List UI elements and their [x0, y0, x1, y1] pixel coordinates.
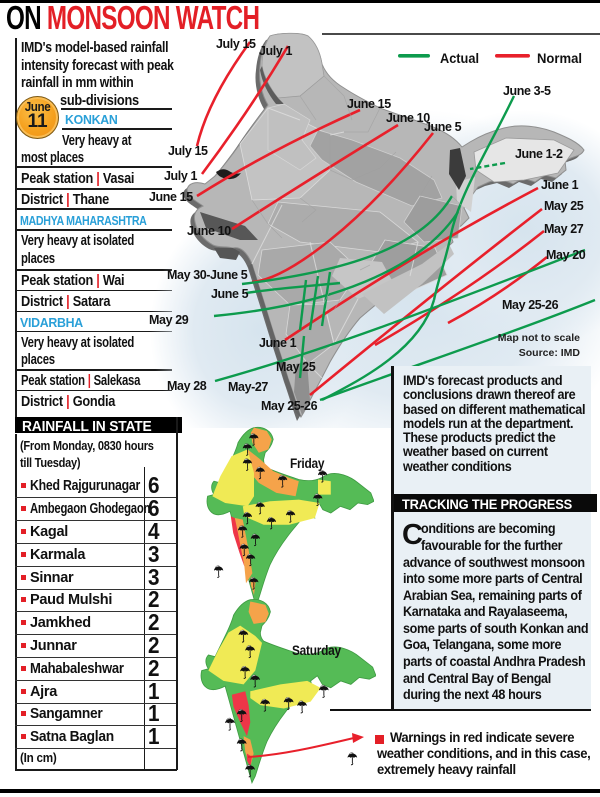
- svg-text:Actual: Actual: [440, 51, 479, 66]
- svg-text:June 1: June 1: [541, 178, 579, 192]
- svg-text:May 25-26: May 25-26: [261, 399, 318, 413]
- svg-text:July 15: July 15: [216, 37, 256, 51]
- svg-text:June 3-5: June 3-5: [503, 84, 551, 98]
- svg-text:June 1-2: June 1-2: [515, 147, 563, 161]
- svg-text:May 27: May 27: [544, 222, 584, 236]
- svg-text:May 25: May 25: [276, 360, 316, 374]
- svg-text:June 5: June 5: [424, 120, 462, 134]
- svg-text:July 1: July 1: [259, 44, 292, 58]
- svg-text:June 15: June 15: [149, 190, 193, 204]
- svg-text:June 5: June 5: [211, 287, 249, 301]
- svg-text:Map not to scale: Map not to scale: [498, 332, 580, 344]
- svg-text:Normal: Normal: [537, 51, 582, 66]
- svg-text:May-27: May-27: [228, 380, 268, 394]
- svg-text:May 25: May 25: [544, 199, 584, 213]
- svg-text:July 1: July 1: [164, 169, 197, 183]
- svg-text:June 1: June 1: [259, 336, 297, 350]
- svg-text:June 10: June 10: [187, 224, 231, 238]
- svg-text:May 28: May 28: [167, 379, 207, 393]
- svg-text:June 15: June 15: [347, 97, 391, 111]
- svg-text:May 20: May 20: [546, 248, 586, 262]
- svg-text:May 30-June 5: May 30-June 5: [167, 268, 248, 282]
- svg-text:June 10: June 10: [386, 111, 430, 125]
- svg-text:July 15: July 15: [168, 144, 208, 158]
- svg-text:May 29: May 29: [149, 313, 189, 327]
- svg-text:May 25-26: May 25-26: [502, 298, 559, 312]
- svg-text:Source: IMD: Source: IMD: [519, 347, 581, 359]
